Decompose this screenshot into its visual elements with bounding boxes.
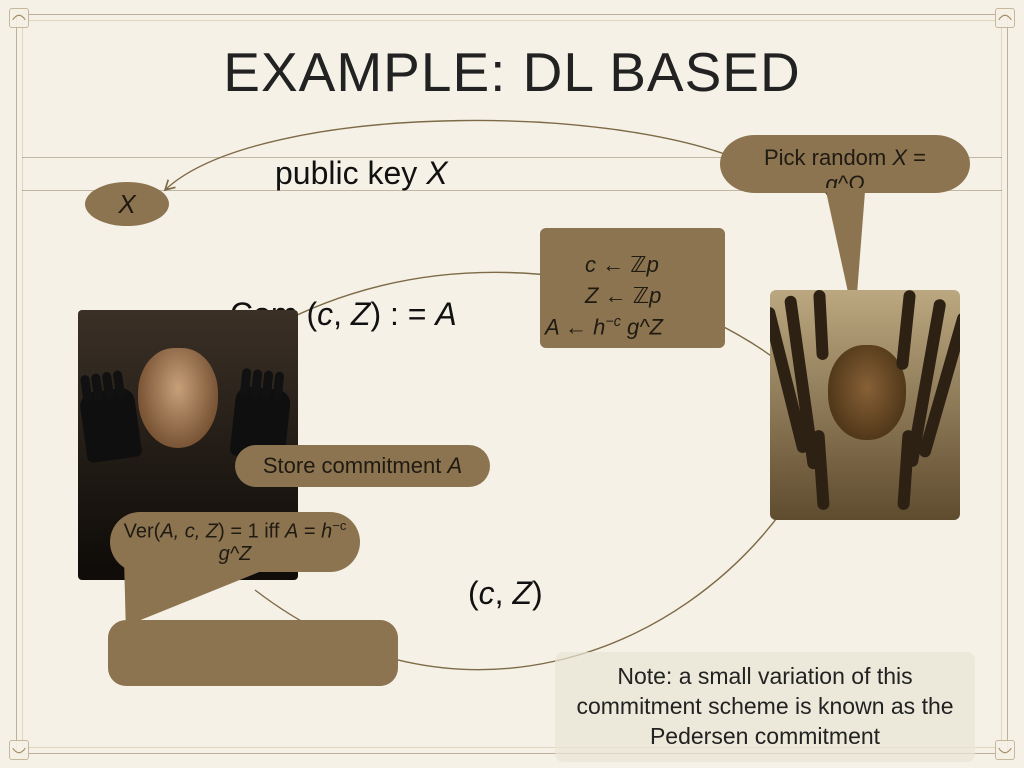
pick-random-callout: Pick random X = g^Ω: [720, 135, 970, 193]
verify-callout-tail: [116, 566, 274, 626]
pedersen-note: Note: a small variation of this commitme…: [555, 652, 975, 762]
cz-pair-label: (c, Z): [468, 575, 543, 612]
public-key-label: public key X: [275, 155, 448, 192]
corner-ornament: [995, 8, 1015, 28]
keyholder-X: X: [85, 182, 169, 226]
corner-ornament: [9, 8, 29, 28]
verify-callout: Ver(A, c, Z) = 1 iff A = h−c g^Z: [110, 512, 360, 572]
right-person-image: [770, 290, 960, 520]
corner-ornament: [9, 740, 29, 760]
store-commitment: Store commitment A: [235, 445, 490, 487]
pick-line1: Pick random X =: [734, 145, 956, 171]
X-label: X: [118, 189, 135, 220]
slide-title: EXAMPLE: DL BASED: [0, 40, 1024, 104]
bottom-bar: [108, 620, 398, 686]
sampling-text: c ← ℤp Z ← ℤp A ← h−c g^Z: [585, 250, 663, 343]
corner-ornament: [995, 740, 1015, 760]
